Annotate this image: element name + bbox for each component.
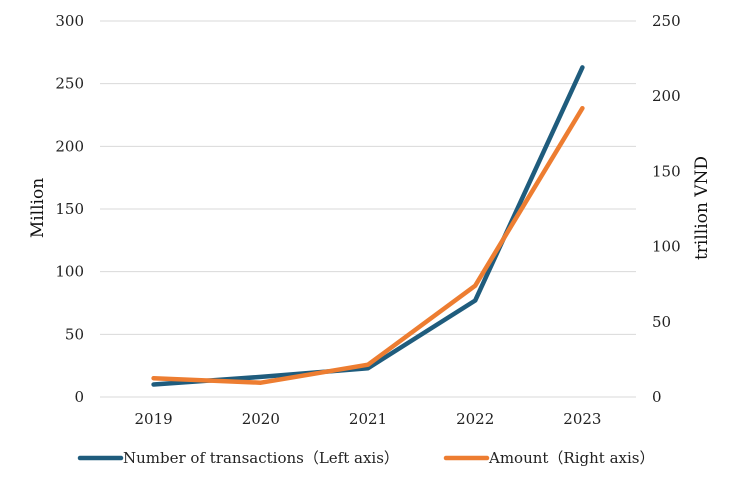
left-tick-label: 0 xyxy=(74,388,84,406)
x-tick-label: 2022 xyxy=(456,410,494,428)
right-tick-label: 250 xyxy=(652,12,681,30)
legend: Number of transactions（Left axis） Amount（… xyxy=(77,449,654,467)
x-tick-label: 2021 xyxy=(349,410,387,428)
right-tick-label: 50 xyxy=(652,313,671,331)
gridlines xyxy=(100,20,636,398)
left-axis-ticks: 0 50 100 150 200 250 300 xyxy=(55,12,84,406)
x-tick-label: 2019 xyxy=(135,410,173,428)
left-tick-label: 150 xyxy=(55,200,84,218)
right-tick-label: 0 xyxy=(652,388,662,406)
right-axis-ticks: 0 50 100 150 200 250 xyxy=(652,12,681,406)
x-tick-label: 2023 xyxy=(563,410,601,428)
x-tick-label: 2020 xyxy=(242,410,280,428)
left-tick-label: 300 xyxy=(55,12,84,30)
left-tick-label: 50 xyxy=(65,325,84,343)
right-tick-label: 150 xyxy=(652,162,681,180)
left-tick-label: 200 xyxy=(55,137,84,155)
series-line-2 xyxy=(151,105,585,385)
legend-label-1: Number of transactions（Left axis） xyxy=(123,449,399,467)
left-tick-label: 250 xyxy=(55,75,84,93)
series-line-1 xyxy=(151,65,585,387)
right-axis-title: trillion VND xyxy=(692,156,712,260)
right-tick-label: 200 xyxy=(652,87,681,105)
left-axis-title: Million xyxy=(28,178,48,238)
legend-label-2: Amount（Right axis） xyxy=(488,449,654,467)
left-tick-label: 100 xyxy=(55,263,84,281)
right-tick-label: 100 xyxy=(652,238,681,256)
series-lines xyxy=(151,65,585,387)
x-axis-ticks: 2019 2020 2021 2022 2023 xyxy=(135,410,602,428)
